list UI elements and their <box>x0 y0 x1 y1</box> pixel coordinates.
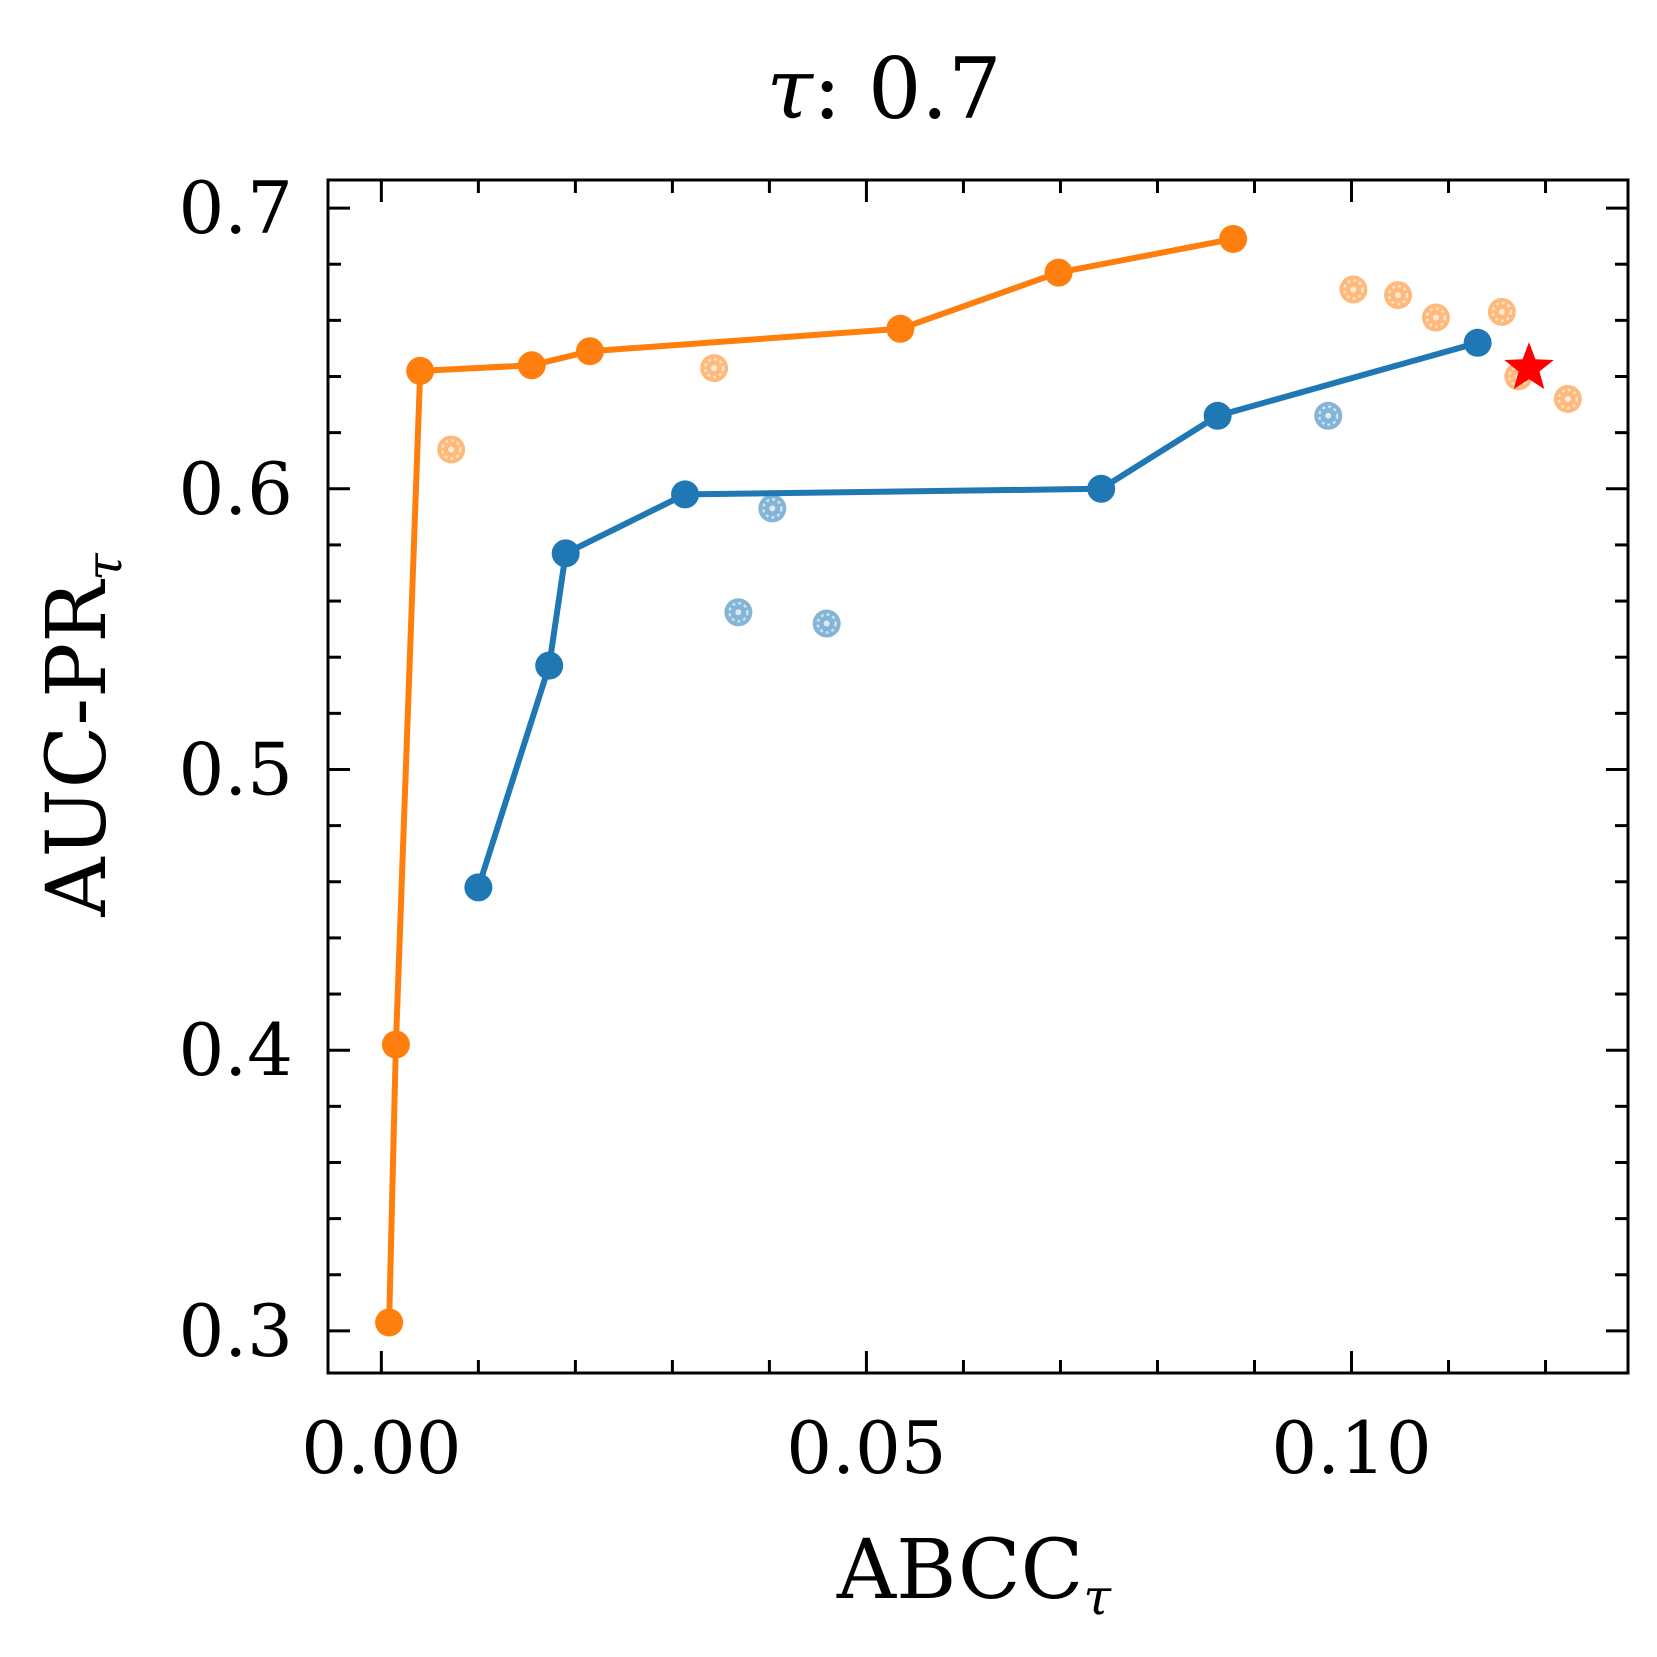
chart-title-symbol: τ <box>766 40 814 138</box>
blue-dominated-point-center <box>823 620 830 627</box>
blue-frontier-point <box>671 480 700 509</box>
y-tick-label: 0.3 <box>178 1289 293 1373</box>
orange-frontier-point <box>886 314 915 343</box>
orange-dominated-point-center <box>711 365 718 372</box>
blue-dominated-point-ring <box>762 498 783 519</box>
y-axis-label-subscript: τ <box>75 552 133 581</box>
y-tick-label: 0.4 <box>178 1008 293 1092</box>
blue-dominated-point-ring <box>816 613 837 634</box>
blue-frontier-point <box>1087 474 1116 503</box>
orange-frontier-line <box>386 235 1234 1323</box>
orange-frontier-point <box>375 1308 404 1337</box>
y-tick-label: 0.7 <box>178 166 293 250</box>
axes-frame <box>326 178 1630 1375</box>
orange-dominated-point-center <box>1432 314 1439 321</box>
blue-dominated-point-center <box>735 609 742 616</box>
orange-frontier-point <box>575 337 604 366</box>
orange-dominated-point-ring <box>1425 307 1447 328</box>
blue-frontier-point <box>535 651 564 680</box>
orange-dominated-point-ring <box>1491 301 1513 323</box>
blue-dominated-point-ring <box>728 602 749 623</box>
orange-dominated-point-ring <box>1343 279 1364 300</box>
x-axis-label: ABCCτ <box>836 1523 1112 1626</box>
y-axis-label: AUC-PRτ <box>30 552 133 918</box>
x-axis-label-main: ABCC <box>836 1523 1083 1618</box>
blue-frontier-point <box>464 873 493 902</box>
orange-dominated-point-center <box>1564 395 1571 402</box>
orange-frontier-point <box>517 351 546 380</box>
blue-dominated-point-ring <box>1317 405 1339 427</box>
orange-dominated-point-ring <box>703 357 725 379</box>
orange-dominated-point-ring <box>440 439 462 460</box>
blue-frontier-point <box>1203 401 1232 430</box>
orange-dominated-point-ring <box>1387 284 1409 306</box>
y-tick-label: 0.5 <box>178 727 293 811</box>
x-tick-label: 0.00 <box>301 1406 461 1490</box>
orange-frontier-point <box>1044 258 1073 287</box>
orange-dominated-point-center <box>448 446 455 453</box>
blue-dominated-point-center <box>769 505 776 512</box>
plot-area: 0.00 0.05 0.10 0.3 0.4 0.5 0.6 0.7 <box>178 166 1630 1490</box>
orange-dominated-point-ring <box>1557 388 1579 410</box>
x-axis-label-subscript: τ <box>1083 1568 1112 1626</box>
blue-dominated-point-center <box>1325 412 1332 419</box>
x-tick-label: 0.10 <box>1271 1406 1431 1490</box>
y-axis-label-main: AUC-PR <box>30 579 125 918</box>
orange-frontier-point <box>381 1030 410 1059</box>
blue-frontier-point <box>1463 328 1492 357</box>
orange-frontier-point <box>1219 224 1248 253</box>
orange-dominated-point-center <box>1395 292 1402 299</box>
chart-title: τ: 0.7 <box>766 40 1001 138</box>
orange-dominated-point-center <box>1350 286 1357 293</box>
y-tick-label: 0.6 <box>178 447 293 531</box>
chart-title-text: : 0.7 <box>813 40 1002 138</box>
orange-dominated-point-center <box>1498 308 1505 315</box>
x-tick-label: 0.05 <box>786 1406 946 1490</box>
orange-frontier-point <box>406 356 435 385</box>
blue-frontier-point <box>551 539 580 568</box>
best-star-marker <box>1504 342 1554 390</box>
